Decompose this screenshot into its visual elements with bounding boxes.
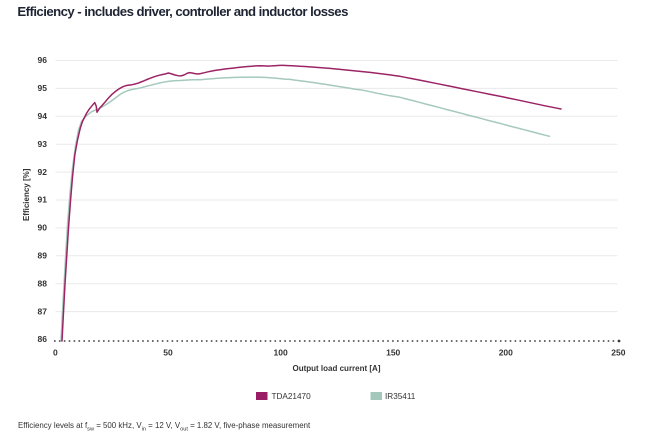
svg-text:50: 50 — [163, 347, 173, 357]
svg-text:95: 95 — [38, 83, 48, 93]
svg-text:250: 250 — [611, 347, 625, 357]
svg-text:91: 91 — [38, 195, 48, 205]
svg-text:96: 96 — [38, 55, 48, 65]
svg-text:86: 86 — [38, 334, 48, 344]
svg-text:90: 90 — [38, 223, 48, 233]
svg-text:IR35411: IR35411 — [385, 392, 416, 401]
svg-text:93: 93 — [38, 139, 48, 149]
svg-text:Efficiency [%]: Efficiency [%] — [22, 168, 31, 221]
svg-text:92: 92 — [38, 167, 48, 177]
svg-text:200: 200 — [499, 347, 513, 357]
svg-text:Output load current [A]: Output load current [A] — [293, 364, 381, 373]
svg-text:94: 94 — [38, 111, 48, 121]
svg-text:88: 88 — [38, 278, 48, 288]
svg-text:150: 150 — [386, 347, 400, 357]
svg-text:87: 87 — [38, 306, 48, 316]
svg-text:100: 100 — [274, 347, 288, 357]
svg-text:TDA21470: TDA21470 — [272, 392, 312, 401]
svg-text:89: 89 — [38, 251, 48, 261]
svg-text:0: 0 — [53, 347, 58, 357]
